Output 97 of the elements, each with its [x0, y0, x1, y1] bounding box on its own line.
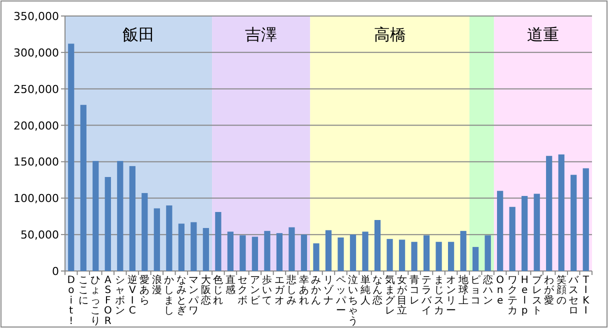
y-tick-label: 200,000: [14, 119, 59, 132]
x-tick-label: ひょっこり: [90, 275, 101, 327]
bar: [202, 228, 210, 271]
bar: [582, 168, 589, 271]
band-label: 飯田: [122, 25, 155, 44]
bar: [546, 156, 552, 271]
bar: [460, 230, 466, 271]
bar: [252, 236, 258, 271]
bar: [411, 242, 418, 271]
bar: [92, 160, 99, 271]
band-label: 道重: [526, 25, 559, 44]
x-tick-label: 地球上: [457, 274, 468, 306]
bar: [472, 246, 479, 271]
x-tick-label: ペッパー: [334, 275, 347, 317]
x-tick-label: テラバイ: [420, 275, 433, 317]
bar: [350, 234, 356, 271]
bar: [190, 222, 197, 271]
x-tick-label: 愛あら: [140, 274, 150, 306]
bar: [374, 220, 381, 271]
x-tick-label: バスセロ: [568, 275, 580, 317]
bar: [215, 212, 222, 271]
x-tick-label: Help: [520, 275, 528, 317]
bar: [288, 227, 295, 271]
x-tick-label: 大阪恋: [200, 274, 211, 306]
x-tick-label: ピョコ: [470, 275, 481, 306]
x-tick-label: ASFOR: [104, 275, 112, 327]
x-tick-label: 単純人: [360, 275, 370, 306]
x-tick-label: 逆VIC: [127, 274, 138, 317]
x-tick-label: なん恋: [372, 275, 383, 306]
bar: [264, 230, 270, 271]
x-tick-label: Doit!: [67, 275, 76, 327]
x-tick-label: 浪漫: [152, 274, 162, 296]
bar: [338, 237, 344, 271]
x-tick-label: エガオ: [274, 275, 286, 306]
x-tick-label: 青コレ: [409, 274, 420, 306]
x-tick-label: オンリー: [446, 275, 456, 317]
x-tick-label: なみとぎ: [176, 275, 186, 317]
x-tick-label: ブレスト: [532, 274, 543, 317]
x-tick-label: アンビ: [250, 275, 261, 306]
y-tick-label: 300,000: [14, 46, 59, 60]
x-tick-label: みかん: [311, 275, 322, 306]
bar: [362, 232, 368, 271]
bar: [448, 242, 454, 271]
bar: [117, 160, 124, 271]
bar: [227, 232, 234, 271]
bar: [398, 240, 406, 271]
bar: [68, 44, 74, 271]
y-tick-label: 0: [52, 265, 59, 278]
x-tick-label: シャボン: [115, 275, 126, 317]
bar: [313, 243, 320, 271]
bar: [240, 235, 246, 271]
x-tick-label: 直感: [225, 274, 236, 296]
bar: [423, 235, 430, 271]
x-tick-label: まじスカ: [434, 275, 444, 317]
bar: [325, 230, 332, 271]
y-tick-label: 350,000: [14, 10, 59, 23]
bar: [166, 205, 172, 271]
y-tick-label: 250,000: [14, 82, 59, 96]
bar: [104, 177, 111, 271]
bar: [436, 242, 442, 271]
x-tick-label: 恋ハン: [482, 274, 493, 306]
x-tick-label: TIKI: [582, 275, 590, 317]
bar: [300, 234, 308, 271]
x-tick-label: かしまし: [164, 275, 174, 317]
bar: [129, 166, 136, 271]
bar: [276, 233, 283, 271]
x-tick-label: セクボ: [238, 275, 248, 306]
bar: [80, 104, 86, 271]
x-tick-label: 女が目立: [397, 274, 408, 317]
x-tick-label: マンパワ: [188, 275, 200, 317]
x-tick-label: 色じれ: [213, 274, 224, 306]
y-tick-label: 150,000: [14, 156, 59, 169]
bar: [497, 190, 504, 271]
x-tick-label: 歩いて: [262, 274, 272, 306]
y-tick-label: 100,000: [14, 192, 59, 206]
bar: [522, 196, 528, 271]
x-tick-label: ワクテカ: [507, 275, 518, 317]
x-tick-label: 幸あれ: [298, 274, 309, 306]
bar: [509, 206, 516, 271]
y-tick-label: 50,000: [20, 228, 59, 242]
x-tick-label: リゾナ: [324, 275, 334, 306]
x-tick-label: One: [496, 275, 504, 306]
bar: [386, 238, 393, 271]
bar: [142, 193, 148, 271]
x-tick-label: 泣いちゃう: [348, 274, 358, 327]
bar: [484, 235, 491, 271]
bar: [178, 224, 184, 271]
bar: [154, 208, 160, 271]
band-label: 高橋: [374, 25, 406, 44]
x-tick-label: 気まグレ: [384, 275, 396, 317]
x-tick-label: わが愛: [544, 275, 556, 306]
x-tick-label: 悲しみ: [286, 274, 297, 306]
band-label: 吉澤: [245, 25, 278, 44]
x-tick-label: 笑顔の: [556, 274, 566, 306]
bar: [570, 174, 577, 271]
bar: [534, 194, 540, 271]
bar: [558, 154, 564, 271]
